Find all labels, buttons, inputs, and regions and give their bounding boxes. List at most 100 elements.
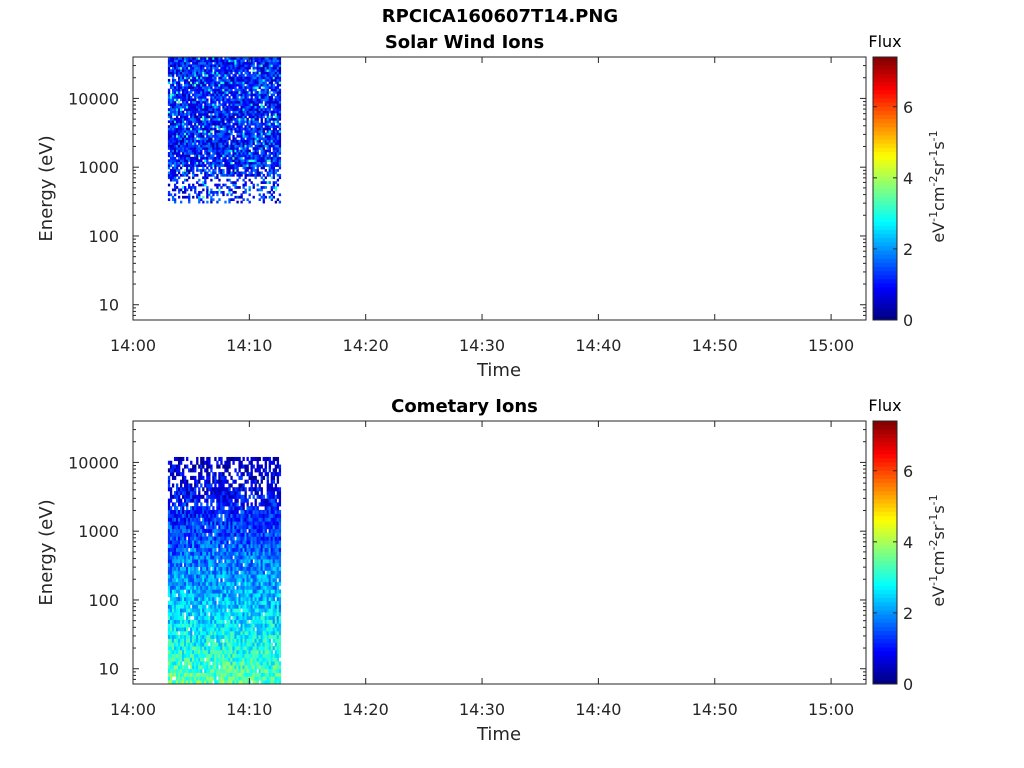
heatmap-cell [228,672,231,677]
heatmap-cell [188,540,191,545]
heatmap-cell [250,649,253,655]
heatmap-cell [250,59,253,63]
heatmap-cell [228,562,231,567]
heatmap-cell [266,137,269,141]
heatmap-cell [252,88,255,92]
heatmap-cell [202,57,205,60]
heatmap-cell [196,543,199,549]
heatmap-cell [167,57,171,60]
heatmap-cell [246,137,249,141]
heatmap-cell [204,668,207,673]
colorbar-segment [873,291,897,296]
heatmap-cell [260,144,263,148]
heatmap-cell [184,81,187,85]
heatmap-cell [184,117,187,121]
heatmap-cell [238,161,241,165]
colorbar-segment [873,139,897,144]
heatmap-cell [186,120,189,124]
heatmap-cell [230,642,233,647]
heatmap-cell [246,653,249,658]
heatmap-cell [175,604,179,609]
heatmap-cell [246,83,249,87]
heatmap-cell [190,551,193,556]
heatmap-cell [186,195,189,199]
heatmap-cell [260,110,263,114]
heatmap-cell [212,649,215,655]
heatmap-cell [238,604,241,609]
heatmap-cell [278,604,282,609]
heatmap-cell [228,581,231,586]
heatmap-cell [180,536,183,541]
heatmap-cell [240,540,243,545]
heatmap-cell [175,574,179,579]
heatmap-cell [194,59,197,63]
heatmap-cell [171,627,175,632]
heatmap-cell [182,589,185,594]
heatmap-cell [258,672,261,677]
heatmap-cell [230,156,233,160]
heatmap-cell [278,555,282,560]
heatmap-cell [252,589,255,594]
heatmap-cell [274,608,278,613]
heatmap-cell [218,536,221,541]
heatmap-cell [232,86,235,89]
heatmap-cell [169,612,173,617]
heatmap-cell [208,536,211,541]
heatmap-cell [276,88,280,92]
heatmap-cell [270,144,274,148]
heatmap-cell [226,653,229,658]
heatmap-cell [173,91,177,94]
heatmap-cell [169,152,173,155]
heatmap-cell [214,657,217,662]
heatmap-cell [226,147,229,150]
heatmap-cell [202,127,205,131]
heatmap-cell [278,100,282,104]
heatmap-cell [256,634,259,639]
heatmap-cell [256,98,259,102]
heatmap-cell [216,93,219,97]
heatmap-cell [224,680,227,685]
heatmap-cell [250,627,253,632]
heatmap-cell [177,634,181,639]
colorbar-label-part: eV [929,222,948,243]
heatmap-cell [264,661,267,666]
heatmap-cell [169,134,173,138]
heatmap-cell [230,144,233,148]
heatmap-cell [226,74,229,77]
heatmap-cell [234,661,237,666]
heatmap-cell [244,555,247,560]
heatmap-cell [182,665,185,670]
heatmap-cell [210,113,213,116]
heatmap-cell [204,78,207,82]
heatmap-cell [222,110,225,114]
heatmap-cell [222,78,225,82]
heatmap-cell [260,562,263,567]
heatmap-cell [188,581,191,586]
heatmap-cell [270,551,274,556]
heatmap-cell [262,559,265,564]
heatmap-cell [212,646,215,651]
heatmap-cell [175,81,179,85]
heatmap-cell [274,134,278,138]
heatmap-cell [167,649,171,655]
heatmap-cell [171,574,175,579]
colorbar-segment [873,93,897,99]
heatmap-cell [264,596,267,602]
heatmap-cell [264,540,267,545]
heatmap-cell [278,137,282,141]
heatmap-cell [214,86,217,89]
heatmap-cell [202,139,205,143]
heatmap-cell [171,69,175,72]
heatmap-cell [240,642,243,647]
heatmap-cell [228,156,231,160]
heatmap-cell [240,147,243,150]
heatmap-cell [238,125,241,128]
heatmap-cell [177,59,181,63]
heatmap-cell [198,676,201,681]
heatmap-cell [206,562,209,567]
heatmap-cell [184,676,187,681]
heatmap-cell [224,672,227,677]
heatmap-cell [216,142,219,145]
heatmap-cell [182,86,185,89]
heatmap-cell [260,171,263,175]
